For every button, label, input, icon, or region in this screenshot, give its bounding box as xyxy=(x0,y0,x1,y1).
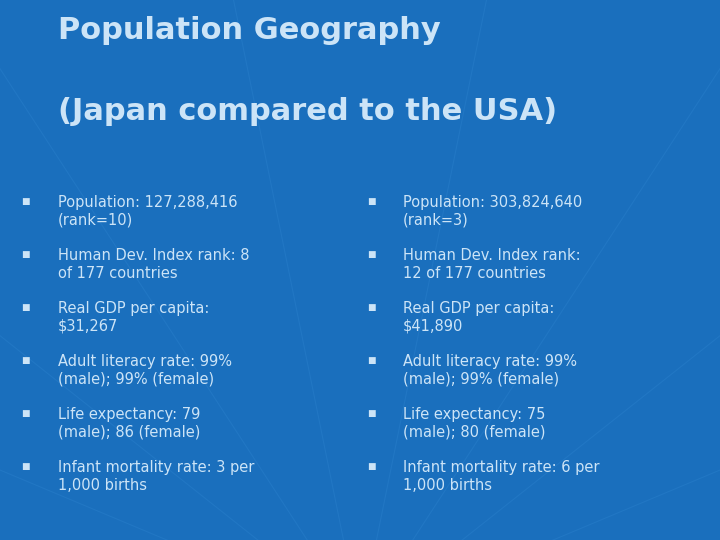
Text: Real GDP per capita:
$41,890: Real GDP per capita: $41,890 xyxy=(403,301,554,334)
Text: (Japan compared to the USA): (Japan compared to the USA) xyxy=(58,97,557,126)
Text: Population: 303,824,640
(rank=3): Population: 303,824,640 (rank=3) xyxy=(403,195,582,228)
Text: Life expectancy: 79
(male); 86 (female): Life expectancy: 79 (male); 86 (female) xyxy=(58,407,200,440)
Text: ■: ■ xyxy=(22,197,30,206)
Text: Adult literacy rate: 99%
(male); 99% (female): Adult literacy rate: 99% (male); 99% (fe… xyxy=(58,354,232,387)
Text: Population Geography: Population Geography xyxy=(58,16,441,45)
Text: ■: ■ xyxy=(22,409,30,418)
Text: ■: ■ xyxy=(367,462,376,471)
Text: Life expectancy: 75
(male); 80 (female): Life expectancy: 75 (male); 80 (female) xyxy=(403,407,546,440)
Text: ■: ■ xyxy=(367,250,376,259)
Text: Real GDP per capita:
$31,267: Real GDP per capita: $31,267 xyxy=(58,301,209,334)
Text: Human Dev. Index rank: 8
of 177 countries: Human Dev. Index rank: 8 of 177 countrie… xyxy=(58,248,249,281)
Text: ■: ■ xyxy=(367,356,376,365)
Text: ■: ■ xyxy=(22,356,30,365)
Text: ■: ■ xyxy=(22,303,30,312)
Text: ■: ■ xyxy=(367,303,376,312)
Text: Adult literacy rate: 99%
(male); 99% (female): Adult literacy rate: 99% (male); 99% (fe… xyxy=(403,354,577,387)
Text: ■: ■ xyxy=(367,409,376,418)
Text: Human Dev. Index rank:
12 of 177 countries: Human Dev. Index rank: 12 of 177 countri… xyxy=(403,248,581,281)
Text: ■: ■ xyxy=(22,462,30,471)
Text: Infant mortality rate: 6 per
1,000 births: Infant mortality rate: 6 per 1,000 birth… xyxy=(403,460,600,492)
Text: ■: ■ xyxy=(22,250,30,259)
Text: ■: ■ xyxy=(367,197,376,206)
Text: Population: 127,288,416
(rank=10): Population: 127,288,416 (rank=10) xyxy=(58,195,237,228)
Text: Infant mortality rate: 3 per
1,000 births: Infant mortality rate: 3 per 1,000 birth… xyxy=(58,460,254,492)
